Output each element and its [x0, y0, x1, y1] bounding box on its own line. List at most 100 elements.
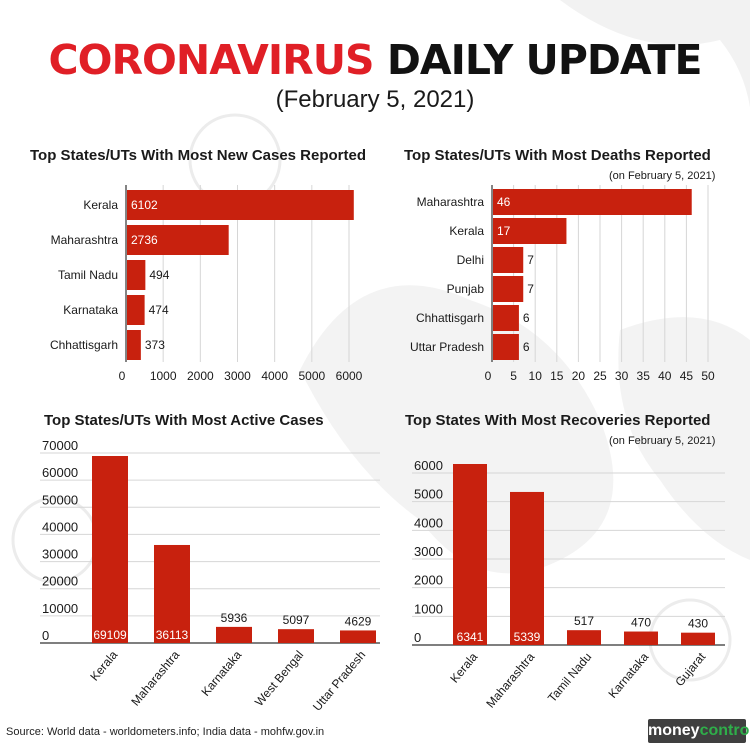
source-note: Source: World data - worldometers.info; …: [6, 726, 325, 738]
data-label: 7: [527, 282, 534, 296]
data-label: 46: [497, 195, 511, 209]
tick-label: 20000: [42, 574, 78, 589]
bar: [493, 276, 524, 302]
data-label: 470: [631, 616, 651, 630]
bar: [127, 295, 145, 325]
bar: [493, 305, 519, 331]
tick-label: 60000: [42, 465, 78, 480]
data-label: 6102: [131, 198, 158, 212]
active-cases-title: Top States/UTs With Most Active Cases: [44, 412, 324, 429]
bar: [127, 330, 141, 360]
bar: [92, 456, 128, 643]
data-label: 6: [523, 311, 530, 325]
category-label: Delhi: [457, 253, 484, 267]
bar: [493, 334, 519, 360]
category-label: Gujarat: [672, 649, 708, 689]
tick-label: 3000: [224, 369, 251, 383]
tick-label: 4000: [414, 515, 443, 530]
bar: [453, 464, 487, 645]
title-daily-update: DAILY UPDATE: [386, 36, 703, 84]
tick-label: 70000: [42, 438, 78, 453]
data-label: 7: [527, 253, 534, 267]
bar: [567, 630, 601, 645]
page-date: (February 5, 2021): [275, 86, 475, 113]
data-label: 4629: [345, 614, 372, 628]
bar: [127, 225, 229, 255]
data-label: 5097: [283, 613, 310, 627]
tick-label: 20: [572, 369, 586, 383]
recoveries-note: (on February 5, 2021): [609, 435, 716, 447]
bar: [510, 491, 544, 645]
data-label: 5339: [514, 630, 541, 644]
tick-label: 25: [593, 369, 607, 383]
data-label: 494: [149, 268, 169, 282]
category-label: Kerala: [447, 650, 480, 686]
bar: [493, 247, 524, 273]
data-label: 373: [145, 338, 165, 352]
category-label: Kerala: [449, 224, 484, 238]
bar: [127, 260, 146, 290]
category-label: Karnataka: [63, 303, 118, 317]
category-label: Uttar Pradesh: [410, 340, 484, 354]
data-label: 2736: [131, 233, 158, 247]
bar: [681, 632, 715, 645]
tick-label: 50000: [42, 492, 78, 507]
data-label: 36113: [156, 628, 189, 642]
tick-label: 5: [510, 369, 517, 383]
bar: [493, 218, 567, 244]
data-label: 6341: [457, 630, 484, 644]
tick-label: 6000: [414, 458, 443, 473]
title-coronavirus: CORONAVIRUS: [48, 36, 375, 84]
data-label: 6: [523, 340, 530, 354]
tick-label: 30000: [42, 547, 78, 562]
tick-label: 40: [658, 369, 672, 383]
tick-label: 10000: [42, 601, 78, 616]
data-label: 517: [574, 614, 594, 628]
tick-label: 1000: [414, 601, 443, 616]
bar: [278, 629, 314, 643]
deaths-note: (on February 5, 2021): [609, 170, 716, 182]
tick-label: 1000: [150, 369, 177, 383]
tick-label: 5000: [298, 369, 325, 383]
tick-label: 2000: [187, 369, 214, 383]
category-label: Tamil Nadu: [545, 650, 594, 705]
bar: [624, 631, 658, 645]
data-label: 17: [497, 224, 511, 238]
category-label: Chhattisgarh: [50, 338, 118, 352]
bar: [340, 630, 376, 643]
tick-label: 10: [529, 369, 543, 383]
tick-label: 0: [414, 630, 421, 645]
tick-label: 50: [701, 369, 715, 383]
tick-label: 6000: [336, 369, 363, 383]
data-label: 69109: [93, 628, 127, 642]
category-label: Chhattisgarh: [416, 311, 484, 325]
moneycontrol-logo: moneycontrol: [648, 719, 750, 743]
tick-label: 35: [637, 369, 651, 383]
tick-label: 5000: [414, 487, 443, 502]
category-label: Maharashtra: [483, 650, 537, 711]
category-label: Karnataka: [605, 650, 651, 701]
bar: [216, 626, 252, 643]
bar: [127, 190, 354, 220]
new-cases-title: Top States/UTs With Most New Cases Repor…: [30, 147, 367, 164]
tick-label: 0: [119, 369, 126, 383]
recoveries-title: Top States With Most Recoveries Reported: [405, 412, 711, 429]
tick-label: 15: [550, 369, 564, 383]
page-title: CORONAVIRUS DAILY UPDATE: [0, 36, 750, 84]
category-label: Kerala: [83, 198, 118, 212]
tick-label: 45: [680, 369, 694, 383]
bar: [154, 544, 190, 643]
tick-label: 0: [42, 628, 49, 643]
category-label: Maharashtra: [417, 195, 485, 209]
tick-label: 2000: [414, 573, 443, 588]
tick-label: 4000: [261, 369, 288, 383]
tick-label: 0: [485, 369, 492, 383]
data-label: 474: [149, 303, 169, 317]
data-label: 5936: [221, 611, 248, 625]
category-label: Punjab: [447, 282, 485, 296]
logo-money: money: [648, 722, 700, 739]
